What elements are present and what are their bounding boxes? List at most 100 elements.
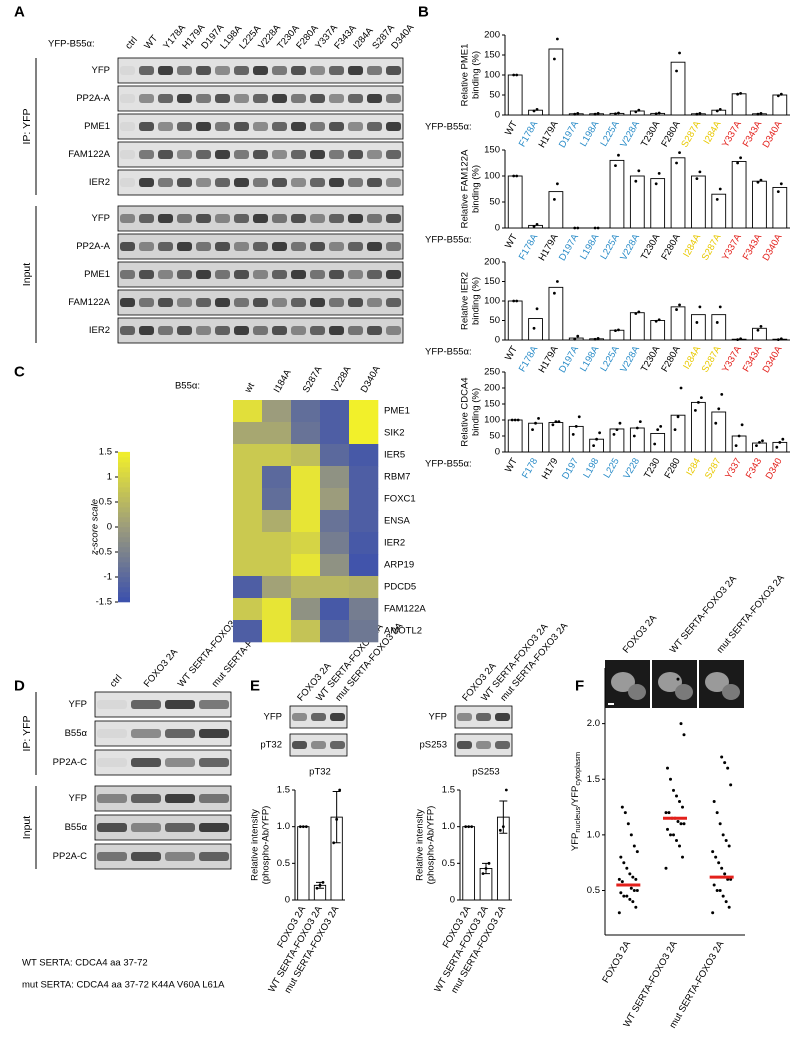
bar bbox=[609, 112, 625, 116]
data-point bbox=[464, 825, 468, 829]
bar bbox=[731, 338, 747, 341]
blot-band bbox=[120, 298, 135, 307]
blot-band bbox=[215, 270, 230, 279]
colorbar-step bbox=[118, 581, 130, 588]
data-point bbox=[619, 855, 623, 859]
row-label: RBM7 bbox=[384, 472, 410, 483]
heatmap-cell bbox=[349, 576, 379, 599]
blot-band bbox=[131, 823, 161, 832]
bar bbox=[507, 74, 523, 116]
data-point bbox=[487, 861, 491, 865]
blot-band bbox=[272, 214, 287, 223]
row-label: ARP19 bbox=[384, 560, 414, 571]
x-tick-label: D197A bbox=[557, 119, 581, 150]
lane-label: WT bbox=[142, 33, 160, 52]
x-tick-label: T230 bbox=[642, 456, 662, 480]
data-point bbox=[620, 805, 624, 809]
x-tick-label: D197A bbox=[557, 232, 581, 263]
blot-row-label: B55α bbox=[65, 728, 88, 739]
data-point bbox=[756, 112, 760, 116]
blot-band bbox=[272, 150, 287, 159]
data-point bbox=[739, 156, 743, 160]
blot-band bbox=[234, 66, 249, 75]
panel-label: F bbox=[575, 678, 584, 695]
data-point bbox=[776, 338, 780, 342]
data-point bbox=[675, 794, 678, 798]
colorbar-step bbox=[118, 531, 130, 538]
blot-band bbox=[386, 178, 401, 187]
data-point bbox=[532, 225, 536, 228]
data-point bbox=[512, 73, 516, 77]
data-point bbox=[675, 69, 678, 73]
lane-label: FOXO3 2A bbox=[142, 646, 181, 689]
data-point bbox=[758, 441, 761, 444]
data-point bbox=[718, 305, 722, 309]
blot-band bbox=[457, 741, 472, 749]
colorbar-label: z-score scale bbox=[90, 499, 101, 556]
blot-band bbox=[329, 66, 344, 75]
blot-band bbox=[215, 122, 230, 131]
x-tick-label: F178 bbox=[520, 456, 540, 480]
blot-band bbox=[215, 150, 230, 159]
data-point bbox=[718, 187, 722, 191]
y-axis-label: Relative intensity bbox=[415, 809, 426, 881]
data-point bbox=[666, 766, 669, 770]
data-point bbox=[721, 894, 725, 898]
y-tick-label: 0 bbox=[495, 110, 500, 121]
bar bbox=[772, 186, 788, 229]
heatmap-cell bbox=[349, 488, 379, 511]
cell bbox=[611, 672, 635, 692]
data-point bbox=[619, 891, 623, 895]
blot-band bbox=[291, 66, 306, 75]
blot-prefix: YFP-B55α: bbox=[48, 39, 95, 50]
bar bbox=[528, 422, 543, 453]
blot-band bbox=[386, 66, 401, 75]
blot-band bbox=[329, 122, 344, 131]
blot-band bbox=[158, 298, 173, 307]
bar bbox=[528, 224, 543, 229]
data-point bbox=[759, 324, 763, 328]
data-point bbox=[657, 318, 661, 322]
data-point bbox=[779, 337, 783, 341]
data-point bbox=[631, 900, 635, 904]
bar bbox=[548, 191, 564, 229]
colorbar-step bbox=[118, 456, 130, 463]
blot-strip bbox=[117, 261, 404, 288]
data-point bbox=[614, 112, 617, 116]
bar bbox=[568, 337, 584, 341]
blot-band bbox=[310, 298, 325, 307]
data-point bbox=[531, 428, 534, 431]
blot-band bbox=[131, 729, 161, 738]
data-point bbox=[715, 109, 719, 113]
y-tick-label: 200 bbox=[484, 257, 500, 268]
x-tick-label: L198A bbox=[578, 232, 602, 262]
colorbar-step bbox=[118, 546, 130, 553]
blot-band bbox=[367, 326, 382, 335]
x-tick-label: F280A bbox=[659, 232, 683, 262]
blot-band bbox=[158, 270, 173, 279]
blot-band bbox=[199, 852, 229, 861]
heatmap-cell bbox=[291, 554, 321, 577]
bar bbox=[589, 338, 604, 341]
heatmap-cell bbox=[291, 444, 321, 467]
y-tick-label: 50 bbox=[489, 197, 500, 208]
data-point bbox=[504, 788, 508, 792]
panel-label: D bbox=[14, 678, 25, 695]
x-tick-label: L198 bbox=[581, 456, 601, 480]
data-point bbox=[672, 833, 675, 837]
blot-band bbox=[348, 122, 363, 131]
bar bbox=[528, 318, 543, 341]
x-tick-label: V228A bbox=[618, 119, 642, 150]
blot-band bbox=[272, 270, 287, 279]
data-point bbox=[723, 761, 727, 765]
blot-band bbox=[120, 214, 135, 223]
data-point bbox=[622, 861, 626, 865]
heatmap-cell bbox=[262, 554, 292, 577]
data-point bbox=[315, 886, 319, 890]
y-tick-label: 200 bbox=[484, 30, 500, 41]
data-point bbox=[681, 855, 684, 859]
data-point bbox=[736, 92, 740, 96]
blot-band bbox=[139, 94, 154, 103]
blot-row-label: PP2A-C bbox=[53, 851, 87, 862]
x-tick-label: F280 bbox=[662, 456, 682, 480]
